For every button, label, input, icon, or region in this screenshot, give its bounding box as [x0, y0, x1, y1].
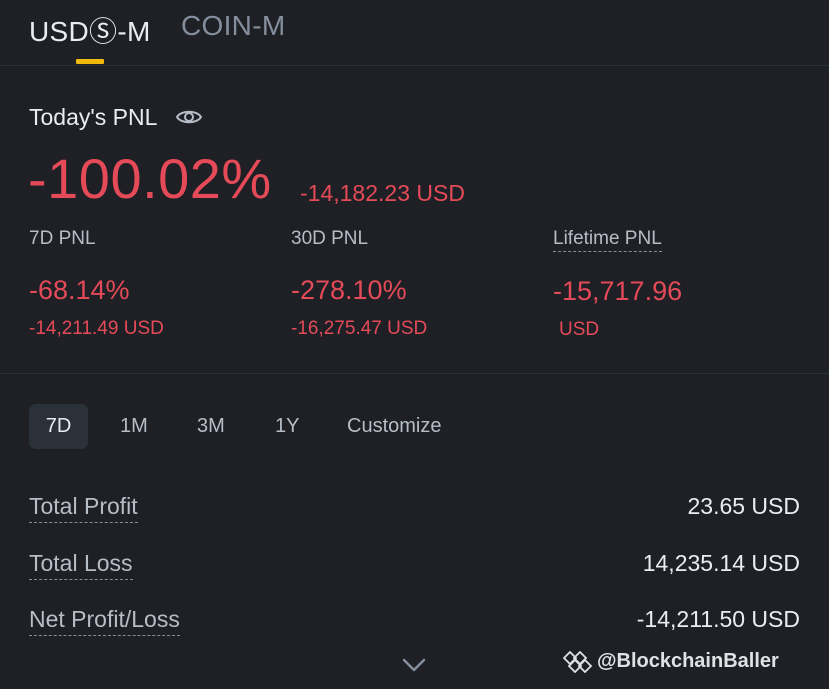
margin-tabs: USDⓈ-M COIN-M [0, 0, 829, 66]
watermark: @BlockchainBaller [563, 650, 823, 678]
stat-lifetime: Lifetime PNL -15,717.96 USD [553, 228, 682, 341]
chevron-down-icon[interactable] [401, 656, 427, 674]
todays-pnl-usd: -14,182.23 USD [300, 180, 465, 206]
stat-7d-percent: -68.14% [29, 275, 130, 305]
stat-30d-label: 30D PNL [291, 228, 369, 249]
net-profit-loss-value: -14,211.50 USD [636, 606, 800, 632]
total-loss-label[interactable]: Total Loss [29, 550, 133, 580]
stat-7d: 7D PNL -68.14% -14,211.49 USD [29, 228, 164, 340]
stat-lifetime-unit: USD [559, 319, 600, 340]
summary-row-total-profit: Total Profit 23.65 USD [29, 493, 800, 527]
active-tab-indicator [76, 59, 104, 64]
stat-30d-usd: -16,275.47 USD [291, 318, 428, 339]
pnl-overview: Today's PNL -100.02% -14,182.23 USD 7D P… [0, 66, 829, 374]
total-loss-value: 14,235.14 USD [642, 550, 800, 576]
range-tab-3m[interactable]: 3M [197, 415, 225, 437]
summary-row-net-profit-loss: Net Profit/Loss -14,211.50 USD [29, 606, 800, 640]
stat-30d: 30D PNL -278.10% -16,275.47 USD [291, 228, 427, 340]
range-tab-1m[interactable]: 1M [120, 415, 148, 437]
watermark-logo-icon [563, 650, 593, 673]
tab-usds-m[interactable]: USDⓈ-M [29, 16, 151, 47]
tab-coin-m[interactable]: COIN-M [181, 10, 286, 41]
stat-30d-percent: -278.10% [291, 275, 407, 305]
eye-icon[interactable] [175, 106, 203, 128]
stat-lifetime-label[interactable]: Lifetime PNL [553, 228, 662, 252]
range-tab-7d[interactable]: 7D [29, 404, 88, 449]
stat-7d-usd: -14,211.49 USD [29, 318, 164, 339]
range-tab-customize[interactable]: Customize [347, 415, 442, 437]
watermark-text: @BlockchainBaller [597, 650, 779, 672]
net-profit-loss-label[interactable]: Net Profit/Loss [29, 606, 180, 636]
summary-row-total-loss: Total Loss 14,235.14 USD [29, 550, 800, 584]
stat-7d-label: 7D PNL [29, 228, 96, 249]
todays-pnl-percent: -100.02% [28, 147, 272, 210]
total-profit-label[interactable]: Total Profit [29, 493, 138, 523]
total-profit-value: 23.65 USD [687, 493, 800, 519]
todays-pnl-label: Today's PNL [29, 104, 158, 130]
range-tab-1y[interactable]: 1Y [275, 415, 300, 437]
stat-lifetime-value: -15,717.96 [553, 276, 683, 306]
